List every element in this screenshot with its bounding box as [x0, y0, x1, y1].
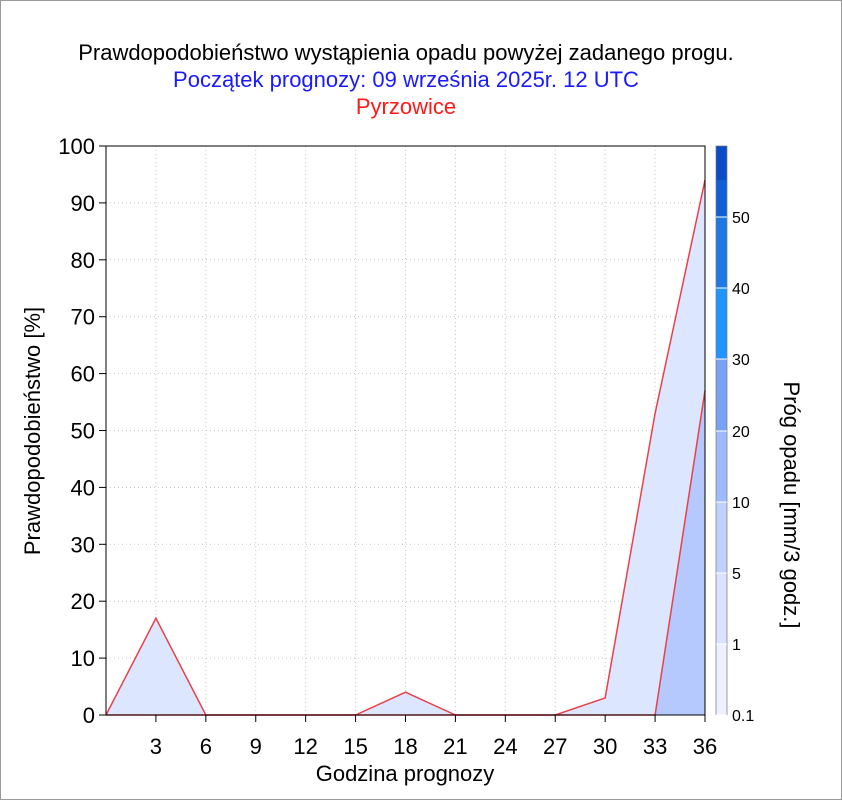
colorbar-segment-1 — [716, 573, 727, 644]
colorbar-label: Próg opadu [mm/3 godz.] — [779, 381, 804, 628]
colorbar-segment-6 — [716, 217, 727, 288]
colorbar-level-4: 20 — [732, 424, 750, 441]
x-axis-label: Godzina prognozy — [316, 761, 495, 786]
chart-location: Pyrzowice — [355, 94, 457, 119]
chart-subtitle: Początek prognozy: 09 września 2025r. 12… — [173, 67, 639, 92]
colorbar-level-1: 1 — [732, 637, 741, 654]
y-tick-label-7: 70 — [71, 305, 95, 330]
x-tick-label-0: 3 — [150, 734, 162, 759]
y-tick-label-0: 0 — [83, 703, 95, 728]
y-axis-label: Prawdopodobieństwo [%] — [20, 307, 45, 555]
x-tick-label-1: 6 — [200, 734, 212, 759]
y-tick-label-10: 100 — [58, 134, 95, 159]
colorbar-segment-0 — [716, 644, 727, 715]
y-tick-label-1: 10 — [71, 646, 95, 671]
data-point-0-1 — [155, 617, 157, 619]
colorbar-segment-4 — [716, 359, 727, 431]
y-tick-label-6: 60 — [71, 362, 95, 387]
colorbar: 0.1 1 5 10 20 30 40 50 — [715, 145, 754, 725]
series-areas — [105, 179, 706, 716]
colorbar-segment-7 — [716, 180, 727, 217]
x-tick-label-9: 30 — [593, 734, 617, 759]
x-tick-label-2: 9 — [250, 734, 262, 759]
grid — [106, 146, 705, 715]
y-tick-label-3: 30 — [71, 532, 95, 557]
x-tick-label-4: 15 — [343, 734, 367, 759]
colorbar-level-7: 50 — [732, 210, 750, 227]
data-point-0-11 — [654, 412, 656, 415]
colorbar-level-2: 5 — [732, 566, 741, 583]
colorbar-segment-8 — [716, 146, 727, 180]
colorbar-segment-2 — [716, 502, 727, 573]
x-tick-label-11: 36 — [693, 734, 717, 759]
colorbar-segment-5 — [716, 288, 727, 359]
y-tick-label-9: 90 — [71, 191, 95, 216]
data-point-0-10 — [604, 697, 606, 699]
y-tick-label-5: 50 — [71, 419, 95, 444]
chart-title: Prawdopodobieństwo wystąpienia opadu pow… — [78, 40, 734, 65]
y-tick-label-8: 80 — [71, 248, 95, 273]
x-tick-label-8: 27 — [543, 734, 567, 759]
colorbar-segment-3 — [716, 431, 727, 502]
colorbar-level-6: 40 — [732, 281, 750, 298]
colorbar-level-0: 0.1 — [732, 708, 754, 725]
y-tick-label-2: 20 — [71, 589, 95, 614]
x-tick-label-5: 18 — [393, 734, 417, 759]
x-tick-label-6: 21 — [443, 734, 467, 759]
colorbar-level-5: 30 — [732, 352, 750, 369]
y-tick-label-4: 40 — [71, 475, 95, 500]
x-tick-label-10: 33 — [643, 734, 667, 759]
data-point-0-6 — [404, 691, 407, 693]
colorbar-level-3: 10 — [732, 495, 750, 512]
series-area-0 — [106, 180, 705, 715]
x-tick-label-3: 12 — [293, 734, 317, 759]
x-tick-label-7: 24 — [493, 734, 517, 759]
